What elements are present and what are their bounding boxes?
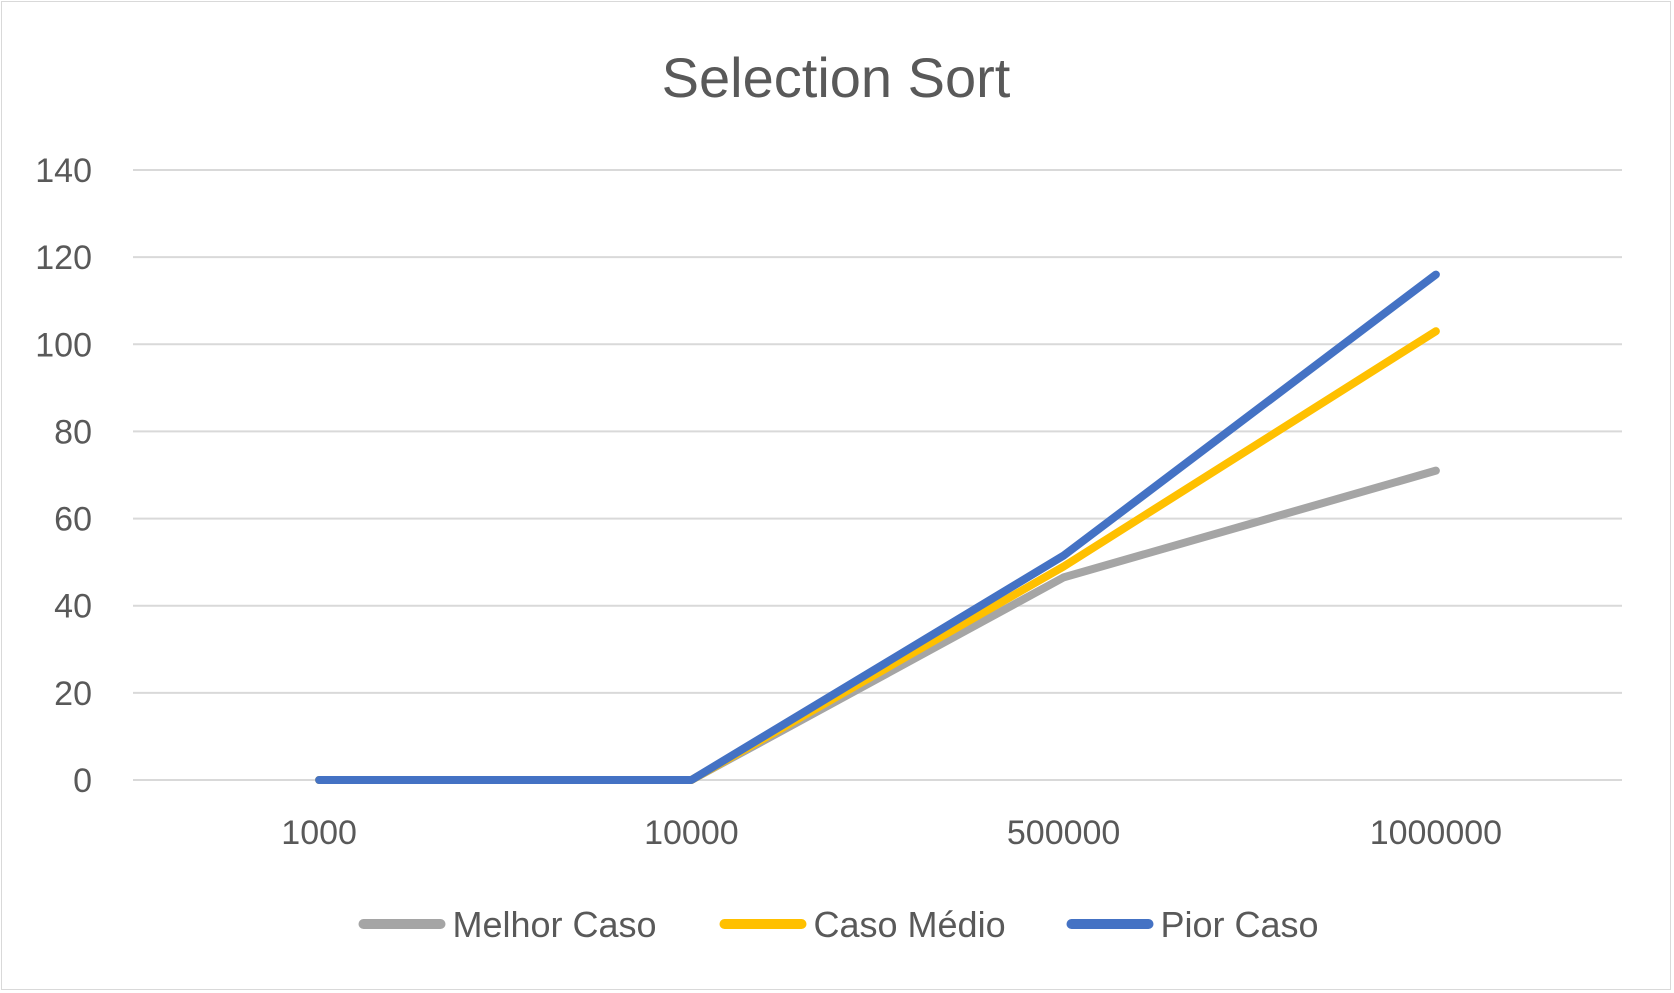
y-tick-label: 60 [54,501,92,539]
x-tick-label: 1000000 [1370,814,1502,852]
series-lines [315,270,1440,784]
y-tick-label: 120 [35,239,92,277]
legend: Melhor Caso Caso Médio Pior Caso [358,904,1319,945]
series-line-0 [315,466,1440,784]
legend-label-1: Caso Médio [814,904,1006,945]
legend-label-0: Melhor Caso [453,904,657,945]
legend-label-2: Pior Caso [1161,904,1319,945]
y-tick-label: 40 [54,588,92,626]
y-tick-label: 20 [54,675,92,713]
y-tick-label: 80 [54,413,92,451]
gridlines [133,169,1622,781]
y-tick-label: 100 [35,326,92,364]
series-line-2 [315,270,1440,784]
chart-title: Selection Sort [662,46,1011,109]
x-tick-label: 500000 [1007,814,1120,852]
y-tick-label: 0 [73,762,92,800]
y-axis-ticks: 0 20 40 60 80 100 120 140 [35,152,92,800]
y-tick-label: 140 [35,152,92,190]
x-tick-label: 1000 [281,814,357,852]
x-tick-label: 10000 [644,814,739,852]
x-axis-ticks: 1000 10000 500000 1000000 [281,814,1502,852]
